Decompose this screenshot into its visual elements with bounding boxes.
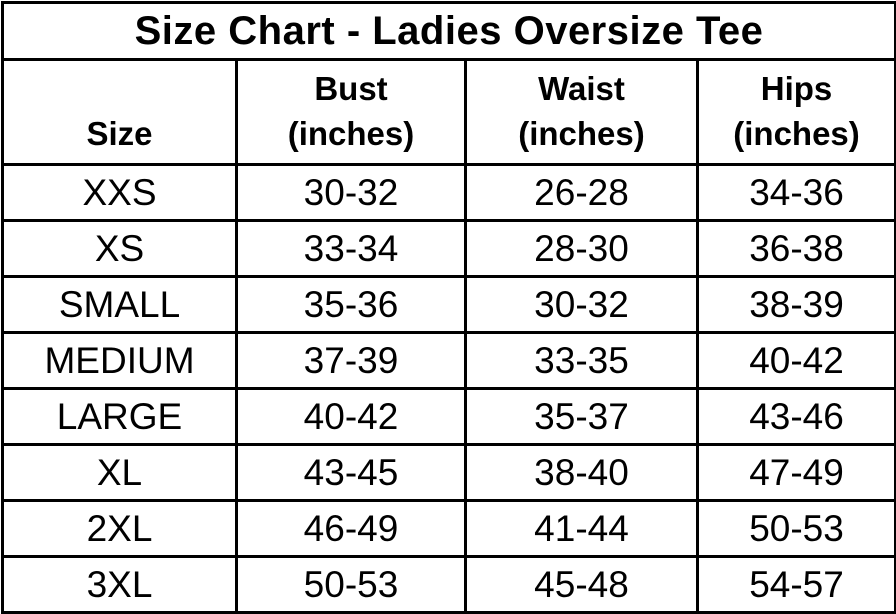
waist-cell: 33-35 [464, 331, 699, 390]
column-header-waist: Waist (inches) [464, 58, 699, 166]
waist-cell: 38-40 [464, 443, 699, 502]
title-row: Size Chart - Ladies Oversize Tee [0, 1, 896, 61]
chart-title: Size Chart - Ladies Oversize Tee [0, 1, 896, 61]
waist-cell: 28-30 [464, 219, 699, 278]
column-header-size: Size [1, 58, 238, 166]
size-cell: XXS [1, 163, 238, 222]
bust-cell: 40-42 [235, 387, 467, 446]
header-unit: (inches) [733, 115, 860, 153]
hips-cell: 40-42 [695, 331, 896, 390]
bust-cell: 30-32 [235, 163, 467, 222]
bust-cell: 37-39 [235, 331, 467, 390]
waist-cell: 45-48 [464, 555, 699, 614]
bust-cell: 50-53 [235, 555, 467, 614]
table-row-xs: XS 33-34 28-30 36-38 [1, 219, 896, 278]
hips-cell: 34-36 [695, 163, 896, 222]
table-row-small: SMALL 35-36 30-32 38-39 [1, 275, 896, 334]
size-cell: XS [1, 219, 238, 278]
table-row-2xl: 2XL 46-49 41-44 50-53 [1, 499, 896, 558]
column-header-hips: Hips (inches) [695, 58, 896, 166]
header-label: Bust [314, 69, 388, 107]
hips-cell: 54-57 [695, 555, 896, 614]
table-row-xl: XL 43-45 38-40 47-49 [1, 443, 896, 502]
waist-cell: 41-44 [464, 499, 699, 558]
table-row-xxs: XXS 30-32 26-28 34-36 [1, 163, 896, 222]
bust-cell: 33-34 [235, 219, 467, 278]
size-cell: XL [1, 443, 238, 502]
header-unit: (inches) [287, 115, 415, 153]
waist-cell: 26-28 [464, 163, 699, 222]
waist-cell: 30-32 [464, 275, 699, 334]
table-row-medium: MEDIUM 37-39 33-35 40-42 [1, 331, 896, 390]
waist-cell: 35-37 [464, 387, 699, 446]
bust-cell: 43-45 [235, 443, 467, 502]
size-cell: 2XL [1, 499, 238, 558]
bust-cell: 35-36 [235, 275, 467, 334]
header-unit: (inches) [518, 115, 645, 153]
header-label: Waist [538, 69, 625, 107]
header-row: Size Bust (inches) Waist (inches) Hips (… [1, 58, 896, 166]
table-row-large: LARGE 40-42 35-37 43-46 [1, 387, 896, 446]
column-header-bust: Bust (inches) [235, 58, 467, 166]
header-label: Size [86, 115, 153, 153]
size-cell: SMALL [1, 275, 238, 334]
bust-cell: 46-49 [235, 499, 467, 558]
hips-cell: 36-38 [695, 219, 896, 278]
size-cell: LARGE [1, 387, 238, 446]
size-cell: 3XL [1, 555, 238, 614]
header-label: Hips [760, 69, 833, 107]
hips-cell: 50-53 [695, 499, 896, 558]
size-cell: MEDIUM [1, 331, 238, 390]
hips-cell: 43-46 [695, 387, 896, 446]
table-row-3xl: 3XL 50-53 45-48 54-57 [1, 555, 896, 614]
hips-cell: 47-49 [695, 443, 896, 502]
hips-cell: 38-39 [695, 275, 896, 334]
